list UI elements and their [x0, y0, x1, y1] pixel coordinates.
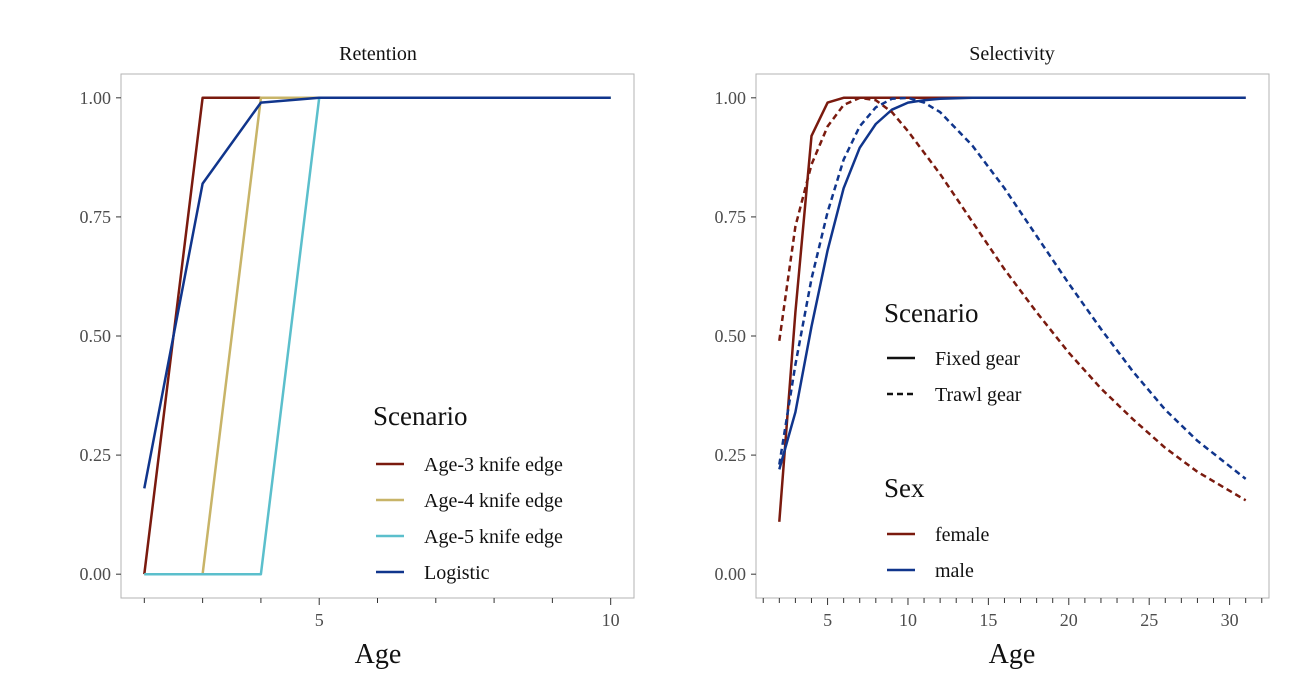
- y-tick-label: 0.00: [80, 564, 112, 584]
- selectivity-lines: [778, 96, 1247, 522]
- selectivity-title: Selectivity: [969, 43, 1055, 65]
- y-tick-label: 0.75: [80, 207, 112, 227]
- retention-x-axis-label: Age: [355, 639, 402, 670]
- retention-plot-border: [120, 73, 635, 599]
- sex-legend: Sex female male: [884, 473, 990, 582]
- y-tick-label: 0.50: [80, 326, 112, 346]
- sex-legend-title: Sex: [884, 473, 925, 503]
- series-line-0-3: [143, 96, 611, 489]
- retention-legend-title: Scenario: [373, 401, 467, 431]
- selectivity-plot-border: [755, 73, 1270, 599]
- legend-label-age3: Age-3 knife edge: [424, 454, 563, 476]
- x-tick-label: 10: [899, 610, 917, 630]
- selectivity-x-axis: 5 10 15 20 25 30: [762, 598, 1263, 630]
- series-line-1-1: [778, 96, 1246, 470]
- selectivity-y-axis: 0.00 0.25 0.50 0.75 1.00: [715, 88, 756, 584]
- y-tick-label: 1.00: [715, 88, 747, 108]
- x-tick-label: 5: [315, 610, 324, 630]
- legend-label-male: male: [935, 560, 974, 582]
- retention-legend: Scenario Age-3 knife edge Age-4 knife ed…: [373, 401, 563, 584]
- retention-lines: [143, 96, 611, 576]
- x-tick-label: 30: [1221, 610, 1239, 630]
- series-line-1-3: [778, 96, 1247, 480]
- legend-label-age5: Age-5 knife edge: [424, 526, 563, 548]
- selectivity-panel: Selectivity 0.00 0.25 0.50 0.75 1.00 5 10 15 20…: [715, 43, 1270, 670]
- legend-label-trawl-gear: Trawl gear: [935, 384, 1022, 406]
- x-tick-label: 5: [823, 610, 832, 630]
- x-tick-label: 10: [602, 610, 620, 630]
- y-tick-label: 0.25: [80, 445, 112, 465]
- x-tick-label: 20: [1060, 610, 1078, 630]
- retention-panel: Retention 0.00 0.25 0.50 0.75 1.00 5 10 Age S…: [80, 43, 635, 670]
- y-tick-label: 0.75: [715, 207, 747, 227]
- retention-title: Retention: [339, 43, 417, 65]
- scenario-legend-title: Scenario: [884, 298, 978, 328]
- retention-x-axis: 5 10: [143, 598, 620, 630]
- selectivity-x-axis-label: Age: [989, 639, 1036, 670]
- x-tick-label: 15: [979, 610, 997, 630]
- legend-label-fixed-gear: Fixed gear: [935, 348, 1020, 370]
- legend-label-age4: Age-4 knife edge: [424, 490, 563, 512]
- y-tick-label: 0.50: [715, 326, 747, 346]
- legend-label-female: female: [935, 524, 990, 546]
- series-line-1-0: [778, 96, 1246, 522]
- retention-y-axis: 0.00 0.25 0.50 0.75 1.00: [80, 88, 121, 584]
- legend-label-logistic: Logistic: [424, 562, 490, 584]
- series-line-1-2: [778, 96, 1247, 502]
- scenario-legend: Scenario Fixed gear Trawl gear: [884, 298, 1022, 406]
- x-tick-label: 25: [1140, 610, 1158, 630]
- y-tick-label: 0.25: [715, 445, 747, 465]
- y-tick-label: 0.00: [715, 564, 747, 584]
- y-tick-label: 1.00: [80, 88, 112, 108]
